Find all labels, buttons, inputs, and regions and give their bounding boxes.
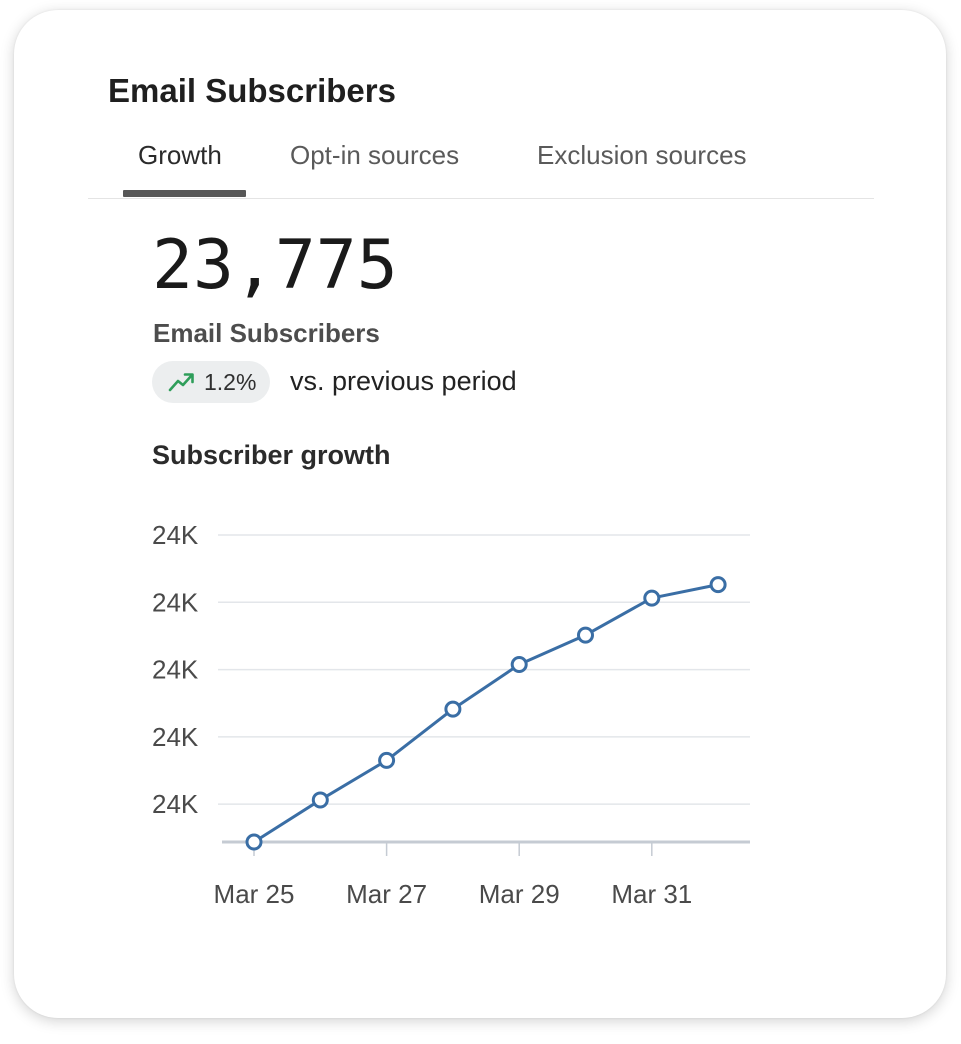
metric-label: Email Subscribers [153, 318, 380, 348]
tab-opt-in-sources[interactable]: Opt-in sources [290, 140, 460, 170]
change-percent: 1.2% [204, 368, 257, 395]
chart-title: Subscriber growth [152, 440, 391, 470]
subscriber-count: 23,775 [152, 226, 398, 305]
tab-exclusion-sources[interactable]: Exclusion sources [537, 140, 747, 170]
active-tab-indicator [123, 190, 246, 197]
change-badge: 1.2% [152, 361, 271, 403]
tab-growth[interactable]: Growth [138, 140, 222, 170]
comparison-text: vs. previous period [290, 366, 517, 396]
card-title: Email Subscribers [108, 72, 396, 109]
trending-up-icon [168, 371, 196, 393]
email-subscribers-card [14, 10, 946, 1018]
tab-bar: Growth Opt-in sources Exclusion sources [88, 132, 874, 199]
